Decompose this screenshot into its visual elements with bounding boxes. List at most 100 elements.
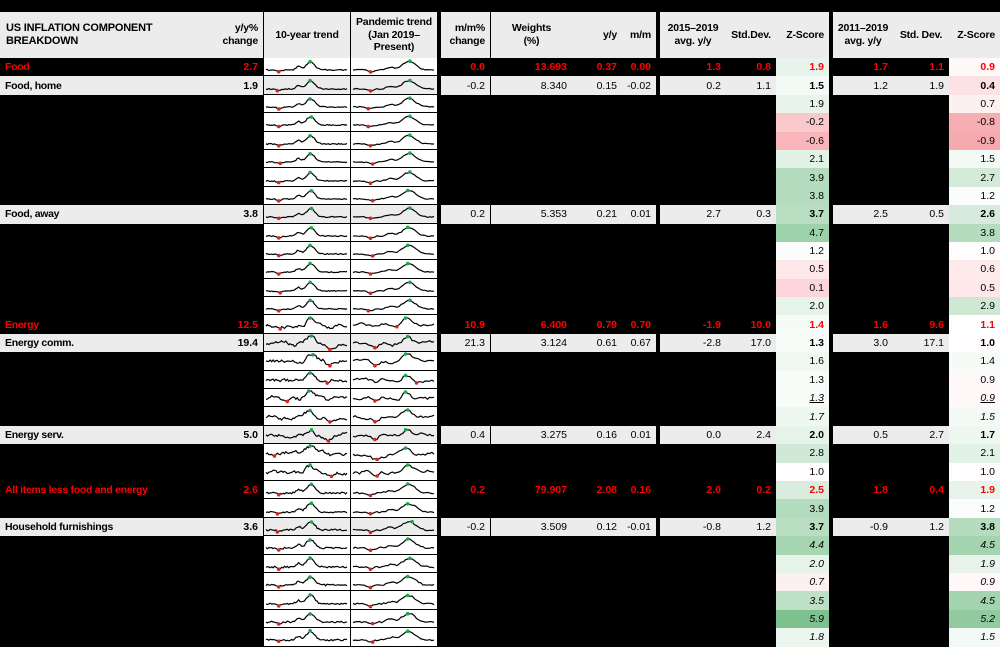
stddev-2015-2019-cell [726, 499, 776, 518]
avg-2015-2019-cell [660, 389, 726, 408]
zscore-2015-2019-cell: 1.9 [776, 58, 829, 77]
sparkline-10yr-chart [265, 225, 348, 240]
avg-2015-2019-cell [660, 370, 726, 390]
table-row: 1.7 1.5 [0, 407, 1000, 426]
stddev-2015-2019-cell: 10.0 [726, 315, 776, 334]
avg-2015-2019-cell: 1.3 [660, 58, 726, 77]
mom-pct-cell [441, 352, 490, 371]
min-marker-icon [375, 473, 379, 478]
sparkline-pandemic-cell [350, 149, 437, 169]
table-row: 4.4 4.5 [0, 536, 1000, 555]
mom-contrib-cell [622, 628, 656, 647]
stddev-2015-2019-cell [726, 186, 776, 206]
column-gap [437, 76, 442, 95]
min-marker-icon [278, 326, 282, 331]
stddev-2011-2019-cell [893, 536, 949, 555]
max-marker-icon [410, 519, 414, 524]
max-marker-icon [308, 170, 312, 174]
max-marker-icon [309, 500, 314, 505]
column-gap [437, 591, 442, 610]
stddev-2015-2019-cell: 1.1 [726, 76, 776, 95]
column-gap [437, 333, 442, 353]
sparkline-pandemic-chart [352, 352, 435, 368]
row-label [0, 94, 212, 114]
mom-pct-cell [441, 131, 490, 150]
min-marker-icon [276, 603, 281, 608]
avg-2015-2019-cell [660, 499, 726, 518]
sparkline-pandemic-chart [352, 243, 435, 258]
yoy-contrib-cell [572, 94, 622, 114]
column-gap [829, 315, 834, 334]
stddev-2015-2019-cell [726, 241, 776, 261]
min-marker-icon [276, 548, 281, 553]
mom-pct-cell [441, 554, 490, 573]
mom-contrib-cell: 0.67 [622, 333, 656, 353]
weights-cell [490, 370, 572, 390]
sparkline-pandemic-cell [350, 444, 437, 463]
sparkline-10yr-chart [265, 353, 348, 369]
weights-cell [490, 223, 572, 242]
stddev-2011-2019-cell [893, 572, 949, 592]
min-marker-icon [328, 347, 332, 352]
sparkline-10yr-cell [263, 186, 350, 206]
sparkline-10yr-chart [265, 262, 348, 277]
sparkline-10yr-cell [263, 131, 350, 150]
column-gap [656, 370, 661, 390]
column-gap [437, 370, 442, 390]
stddev-2015-2019-cell: 0.8 [726, 58, 776, 77]
max-marker-icon [309, 207, 314, 211]
max-marker-icon [308, 133, 312, 138]
zscore-2015-2019-cell: 5.9 [776, 609, 829, 629]
mom-pct-cell [441, 241, 490, 261]
sparkline-pandemic-cell [350, 241, 437, 261]
zscore-2011-2019-cell: 1.4 [949, 352, 1000, 371]
column-gap [829, 462, 834, 481]
row-label [0, 186, 212, 206]
avg-2015-2019-cell: -0.8 [660, 517, 726, 537]
sparkline-pandemic-cell [350, 333, 437, 353]
mom-pct-cell [441, 536, 490, 555]
stddev-2015-2019-cell [726, 609, 776, 629]
col-header-avg-2011-2019: 2011–2019 avg. y/y [833, 12, 893, 58]
column-gap [829, 278, 834, 298]
avg-2011-2019-cell [833, 609, 893, 629]
zscore-2015-2019-cell: 3.7 [776, 205, 829, 224]
column-gap [829, 223, 834, 242]
column-gap [829, 260, 834, 279]
mom-pct-cell [441, 223, 490, 242]
weights-cell: 3.124 [490, 333, 572, 353]
column-gap [437, 131, 442, 150]
weights-cell [490, 628, 572, 647]
sparkline-10yr-chart [265, 556, 348, 571]
table-row: 4.7 3.8 [0, 223, 1000, 242]
mom-pct-cell [441, 297, 490, 316]
mom-pct-cell [441, 149, 490, 169]
row-label [0, 241, 212, 261]
column-gap [656, 554, 661, 573]
zscore-2015-2019-cell: 0.1 [776, 278, 829, 298]
sparkline-10yr-cell [263, 76, 350, 95]
mom-pct-cell [441, 499, 490, 518]
mom-contrib-cell [622, 168, 656, 187]
min-marker-icon [368, 530, 373, 535]
max-marker-icon [405, 593, 410, 597]
zscore-2015-2019-cell: 2.0 [776, 425, 829, 445]
stddev-2015-2019-cell [726, 94, 776, 114]
max-marker-icon [308, 315, 312, 320]
column-gap [656, 462, 661, 481]
zscore-2015-2019-cell: 3.7 [776, 517, 829, 537]
avg-2015-2019-cell [660, 113, 726, 132]
stddev-2015-2019-cell [726, 168, 776, 187]
column-gap [437, 444, 442, 463]
row-label [0, 113, 212, 132]
weights-cell [490, 536, 572, 555]
row-label: Food, away [0, 205, 212, 224]
sparkline-10yr-chart [265, 243, 348, 258]
column-gap [656, 591, 661, 610]
table-row: 1.0 1.0 [0, 462, 1000, 481]
min-marker-icon [276, 143, 281, 148]
stddev-2015-2019-cell [726, 536, 776, 555]
max-marker-icon [405, 407, 410, 412]
mom-pct-cell: -0.2 [441, 517, 490, 537]
